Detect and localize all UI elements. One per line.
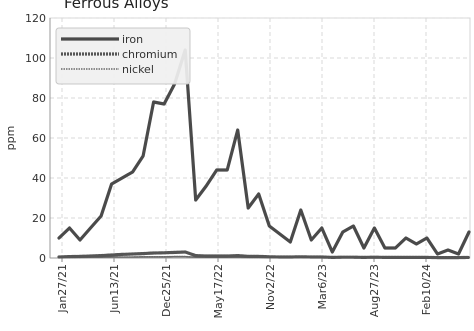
legend-label-chromium: chromium — [122, 48, 178, 61]
x-tick-label: Nov2/22 — [264, 264, 277, 310]
y-tick-label: 0 — [39, 252, 46, 265]
series-line-iron — [57, 48, 471, 256]
legend-box — [55, 27, 191, 85]
legend-label-iron: iron — [122, 33, 143, 46]
y-tick-label: 40 — [32, 172, 46, 185]
x-tick-label: Jun13/21 — [108, 264, 121, 314]
x-tick-label: Jan27/21 — [56, 264, 69, 314]
y-tick-label: 120 — [25, 12, 46, 25]
x-tick-label: May17/22 — [212, 264, 225, 318]
y-axis-label: ppm — [4, 126, 17, 151]
y-tick-label: 20 — [32, 212, 46, 225]
x-tick-label: Dec25/21 — [160, 264, 173, 317]
legend-label-nickel: nickel — [122, 63, 154, 76]
series-line-chromium — [57, 250, 471, 260]
y-tick-label: 80 — [32, 92, 46, 105]
x-tick-label: Feb10/24 — [420, 264, 433, 315]
x-tick-label: Aug27/23 — [368, 264, 381, 317]
y-tick-label: 60 — [32, 132, 46, 145]
x-tick-label: Mar6/23 — [316, 264, 329, 309]
chart-title: Ferrous Alloys — [64, 0, 169, 12]
y-tick-label: 100 — [25, 52, 46, 65]
